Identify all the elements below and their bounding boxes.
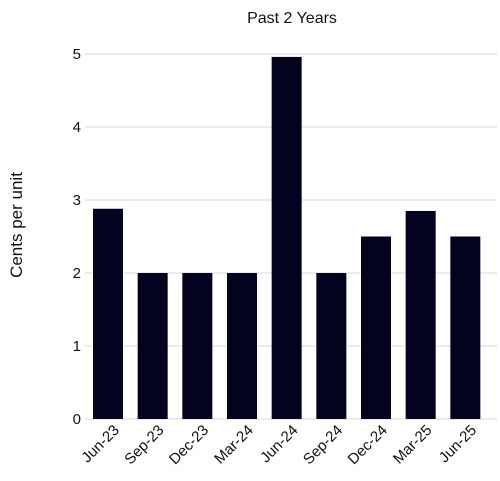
- y-tick-label: 2: [73, 265, 81, 282]
- x-tick-label: Mar-25: [390, 422, 436, 468]
- y-tick-label: 0: [73, 411, 81, 428]
- y-tick-label: 5: [73, 46, 81, 63]
- x-tick-label: Sep-24: [300, 422, 346, 468]
- x-tick-label: Jun-23: [78, 422, 122, 466]
- x-tick-label: Jun-25: [436, 422, 480, 466]
- bar-jun-23: [93, 208, 123, 419]
- bar-mar-24: [227, 273, 257, 419]
- x-tick-label: Dec-23: [166, 422, 212, 468]
- bar-sep-24: [316, 273, 347, 419]
- x-tick-label: Dec-24: [345, 422, 391, 468]
- y-tick-labels: 0 1 2 3 4 5: [73, 46, 81, 428]
- chart-title: Past 2 Years: [247, 10, 337, 27]
- x-tick-label: Mar-24: [211, 422, 257, 468]
- bar-jun-24: [271, 56, 302, 420]
- y-tick-label: 4: [73, 119, 81, 136]
- bar-jun-25: [450, 236, 481, 419]
- y-tick-label: 1: [73, 338, 81, 355]
- y-axis-label: Cents per unit: [7, 172, 26, 278]
- x-tick-label: Sep-23: [121, 422, 167, 468]
- y-tick-label: 3: [73, 192, 81, 209]
- bar-dec-24: [361, 236, 391, 419]
- bar-sep-23: [137, 273, 168, 419]
- bar-mar-25: [405, 210, 436, 419]
- bar-dec-23: [182, 273, 213, 419]
- x-tick-label: Jun-24: [257, 422, 301, 466]
- bars: [93, 56, 481, 420]
